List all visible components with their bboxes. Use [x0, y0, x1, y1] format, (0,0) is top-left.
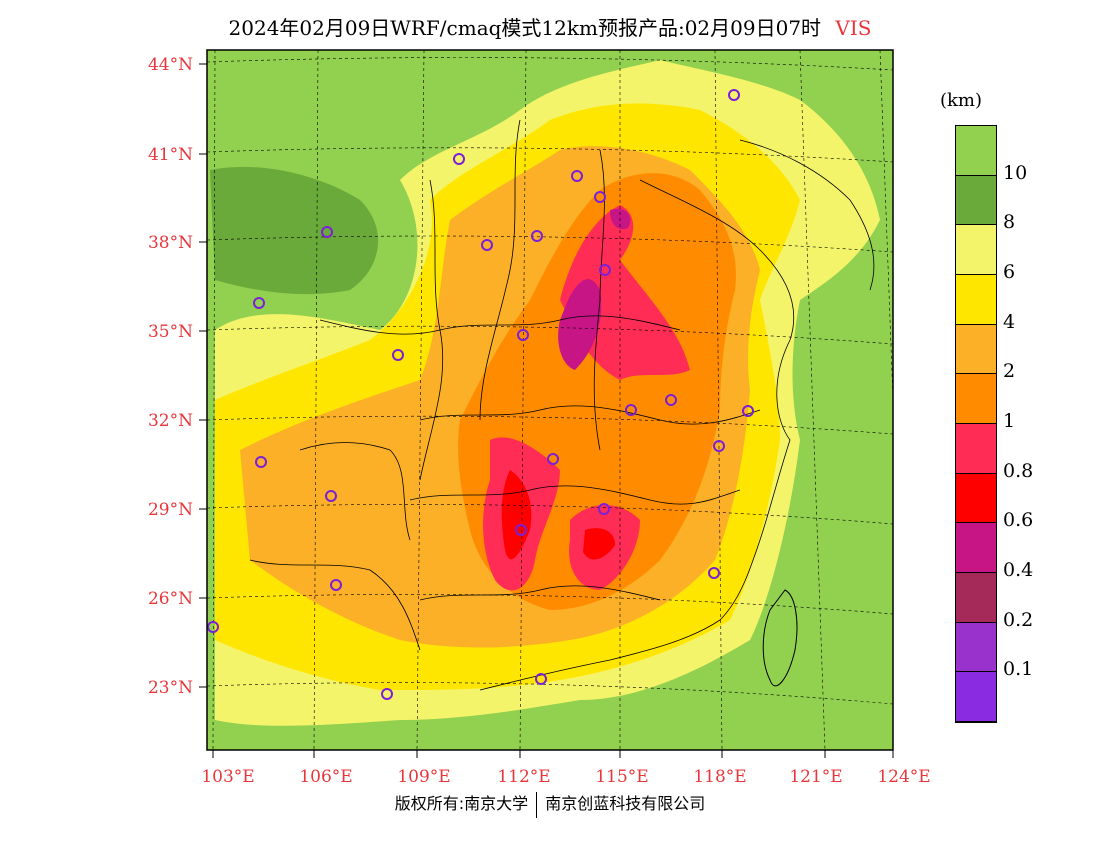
lat-label: 23°N	[148, 678, 193, 698]
footer-separator	[536, 791, 538, 818]
station-marker	[453, 153, 465, 165]
station-marker	[330, 579, 342, 591]
map-title: 2024年02月09日WRF/cmaq模式12km预报产品:02月09日07时 …	[0, 12, 1100, 41]
legend-swatch	[956, 175, 996, 226]
taiwan-island	[762, 589, 798, 687]
color-legend	[955, 125, 997, 723]
copyright-left: 版权所有:南京大学	[394, 794, 529, 813]
boundaries	[249, 119, 875, 691]
visibility-field	[207, 50, 893, 750]
station-marker	[708, 567, 720, 579]
lon-axis: 103°E 106°E 109°E 112°E 115°E 118°E 121°…	[201, 750, 931, 787]
lon-label: 121°E	[789, 767, 842, 787]
legend-label: 0.8	[1003, 459, 1034, 482]
station-marker	[321, 226, 333, 238]
lat-label: 41°N	[148, 145, 193, 165]
station-marker	[481, 239, 493, 251]
station-marker	[728, 89, 740, 101]
legend-label: 2	[1003, 360, 1016, 383]
legend-label: 1	[1003, 410, 1016, 432]
legend-swatch	[956, 126, 996, 176]
map-title-variable: VIS	[835, 16, 872, 40]
lat-label: 44°N	[148, 55, 193, 75]
field-band-0.4km	[558, 208, 631, 370]
station-marker	[535, 673, 547, 685]
legend-swatch	[956, 523, 996, 573]
legend-swatch	[956, 424, 996, 474]
station-marker	[392, 349, 404, 361]
legend-label: 0.1	[1003, 658, 1034, 681]
legend-swatch	[956, 374, 996, 424]
lon-label: 118°E	[693, 767, 746, 787]
lat-axis: 44°N 41°N 38°N 35°N 32°N 29°N 26°N 23°N	[148, 55, 207, 698]
legend-label: 4	[1003, 310, 1016, 333]
legend-swatch	[956, 324, 996, 375]
station-marker	[571, 170, 583, 182]
graticule	[207, 50, 893, 750]
legend-swatch	[956, 275, 996, 325]
legend-label: 0.2	[1003, 608, 1034, 631]
legend-label: 8	[1003, 211, 1016, 234]
lat-label: 32°N	[148, 411, 193, 431]
lon-label: 103°E	[201, 767, 254, 787]
legend-swatch	[956, 573, 996, 623]
map-title-main: 2024年02月09日WRF/cmaq模式12km预报产品:02月09日07时	[228, 16, 822, 40]
station-marker	[255, 456, 267, 468]
station-marker	[517, 329, 529, 341]
station-marker	[253, 297, 265, 309]
station-marker	[547, 453, 559, 465]
copyright-right: 南京创蓝科技有限公司	[545, 794, 706, 813]
legend-unit: (km)	[940, 90, 983, 111]
lat-label: 38°N	[148, 233, 193, 253]
legend-label: 6	[1003, 261, 1016, 283]
legend-label: 0.6	[1003, 509, 1034, 532]
legend-swatch	[956, 473, 996, 524]
station-marker	[665, 394, 677, 406]
lon-label: 109°E	[397, 767, 450, 787]
lat-label: 29°N	[148, 500, 193, 520]
lon-label: 112°E	[497, 767, 550, 787]
field-band-0.6km	[501, 470, 615, 560]
station-marker	[625, 404, 637, 416]
station-marker	[515, 524, 527, 536]
lon-label: 124°E	[877, 767, 930, 787]
station-marker	[713, 440, 725, 452]
station-marker	[325, 490, 337, 502]
copyright-footer: 版权所有:南京大学 南京创蓝科技有限公司	[0, 790, 1100, 818]
station-marker	[742, 405, 754, 417]
field-band-0.8km	[483, 205, 690, 591]
legend-swatch	[956, 622, 996, 673]
lon-label: 115°E	[595, 767, 648, 787]
field-band-8km	[210, 79, 650, 600]
lat-label: 26°N	[148, 589, 193, 609]
lon-label: 106°E	[299, 767, 352, 787]
station-marker	[207, 621, 219, 633]
station-markers	[207, 89, 754, 700]
plot-frame	[206, 49, 894, 751]
legend-swatch	[956, 225, 996, 275]
legend-swatch	[956, 672, 996, 722]
legend-label: 10	[1003, 161, 1028, 184]
station-marker	[381, 688, 393, 700]
legend-label: 0.4	[1003, 559, 1034, 581]
station-marker	[598, 503, 610, 515]
station-marker	[594, 191, 606, 203]
station-marker	[531, 230, 543, 242]
lat-label: 35°N	[148, 322, 193, 342]
station-marker	[599, 264, 611, 276]
